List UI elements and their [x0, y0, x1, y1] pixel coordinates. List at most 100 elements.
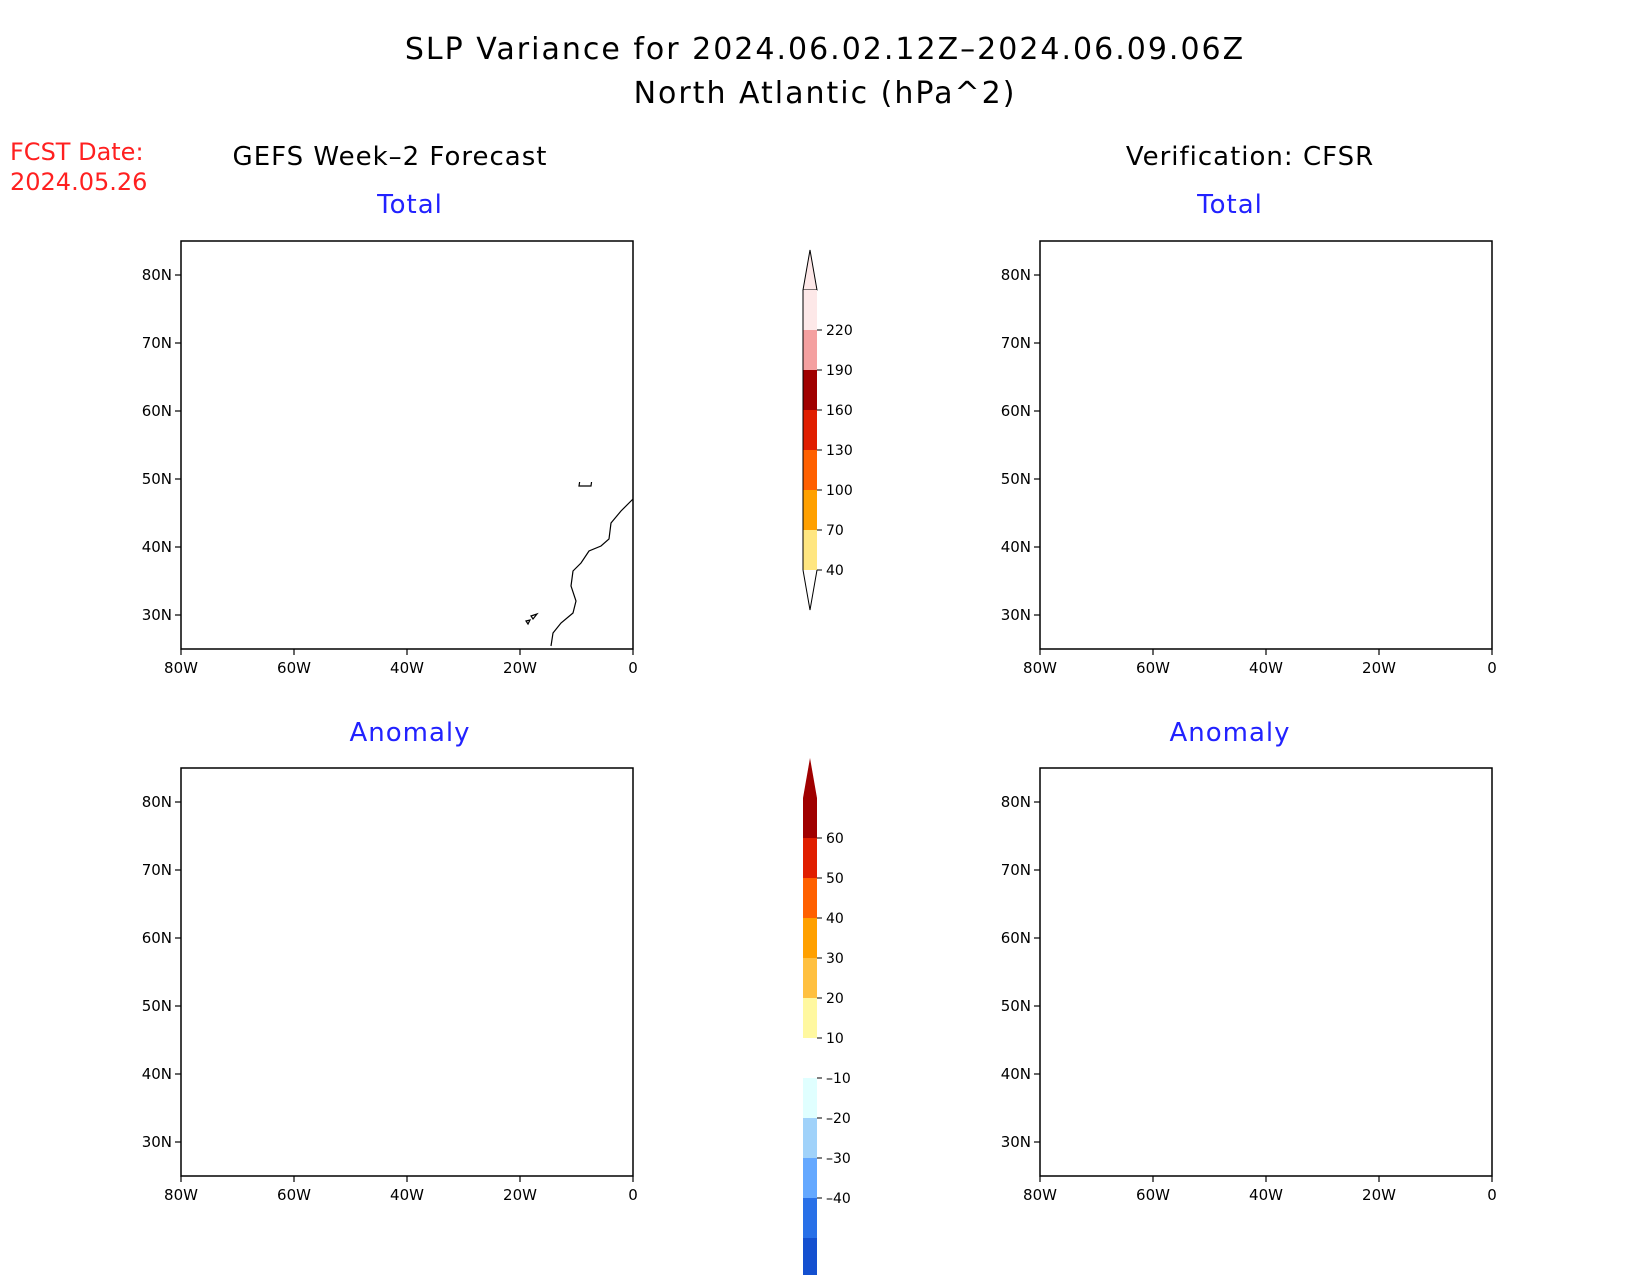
coastline-segment [1040, 840, 1080, 860]
main-subtitle: North Atlantic (hPa^2) [633, 76, 1017, 111]
bottom-left-subtitle: Anomaly [349, 718, 471, 748]
coastline-segment [181, 313, 221, 333]
colorbar-total-label: 40 [826, 563, 844, 579]
colorbar-anomaly-swatch [803, 1198, 817, 1238]
lon-tick-label: 40W [1249, 659, 1283, 677]
coastline-segment [1110, 876, 1132, 890]
colorbar-anomaly-swatch [803, 1158, 817, 1198]
coastline-segment [1040, 634, 1052, 636]
colorbar-anomaly-swatch [803, 1078, 817, 1118]
frame-verification-anomaly [1039, 767, 1493, 1177]
colorbar-anomaly-label: –30 [826, 1151, 851, 1167]
coastline-segment [251, 349, 273, 363]
lon-tick-label: 40W [1249, 1186, 1283, 1204]
frame-verification-total [1039, 240, 1493, 650]
shading-verification-anomaly [1040, 776, 1492, 1148]
lon-tick-label: 80W [1023, 1186, 1057, 1204]
lat-tick-label: 60N [142, 402, 172, 420]
bottom-right-subtitle: Anomaly [1169, 718, 1291, 748]
lon-tick-label: 80W [164, 1186, 198, 1204]
coastline-segment [576, 946, 621, 996]
coastline-segment [181, 840, 221, 860]
main-title: SLP Variance for 2024.06.02.12Z–2024.06.… [404, 32, 1246, 67]
lat-tick-label: 40N [142, 1065, 172, 1083]
right-column-title: Verification: CFSR [1125, 142, 1375, 172]
coastline-segment [526, 1147, 530, 1151]
lat-tick-label: 60N [1001, 402, 1031, 420]
coastline-segment [181, 774, 511, 940]
fcst-date-value: 2024.05.26 [10, 168, 148, 196]
coastline-segment [550, 498, 634, 647]
coastline-segment [463, 890, 511, 910]
coastlines-forecast-anomaly [181, 774, 633, 1173]
coastline-segment [206, 863, 241, 886]
coastline-segment [1385, 620, 1389, 624]
lat-tick-label: 50N [142, 997, 172, 1015]
coastline-segment [551, 1026, 633, 1173]
coastline-segment [181, 366, 319, 586]
lon-tick-label: 60W [277, 1186, 311, 1204]
colorbar-total-swatch [803, 530, 817, 570]
colorbar-total-bottom-arrow [802, 569, 818, 611]
lon-tick-label: 0 [628, 659, 638, 677]
coastlines-verification-anomaly [1040, 774, 1492, 1173]
lat-tick-label: 80N [1001, 266, 1031, 284]
left-column-title: GEFS Week–2 Forecast [232, 142, 548, 172]
lon-tick-label: 20W [1362, 1186, 1396, 1204]
frame-forecast-anomaly [180, 767, 634, 1177]
colorbar-anomaly-label: 40 [826, 911, 844, 927]
coastline-segment [1040, 774, 1370, 940]
coastline-segment [1322, 363, 1370, 383]
coastline-segment [1435, 946, 1480, 996]
colorbar-anomaly-top-arrow [803, 758, 817, 798]
colorbar-anomaly-swatch [803, 998, 817, 1038]
lat-tick-label: 80N [142, 793, 172, 811]
colorbar-total-label: 130 [826, 443, 853, 459]
colorbar-anomaly: 60 50 40 30 20 10 –10 –20 –30 –40 [803, 758, 851, 1275]
coastline-segment [1390, 614, 1396, 619]
colorbar-anomaly-label: 10 [826, 1031, 844, 1047]
lat-tick-label: 80N [142, 266, 172, 284]
coastline-segment [1110, 349, 1132, 363]
coastline-segment [1385, 1147, 1389, 1151]
top-right-subtitle: Total [1197, 190, 1263, 220]
colorbar-total-swatch [803, 490, 817, 530]
colorbar-total-label: 100 [826, 483, 853, 499]
lat-tick-label: 70N [1001, 861, 1031, 879]
shading-forecast-anomaly [181, 833, 581, 1058]
coastline-segment [1040, 247, 1370, 413]
coastline-segment [181, 247, 511, 413]
lon-tick-label: 0 [1487, 659, 1497, 677]
colorbar-total-label: 190 [826, 363, 853, 379]
lat-tick-label: 50N [142, 470, 172, 488]
lat-tick-label: 30N [1001, 1133, 1031, 1151]
coastline-segment [181, 634, 193, 636]
coastline-segment [531, 1141, 537, 1146]
coastline-segment [1040, 313, 1080, 333]
coastline-segment [206, 336, 241, 359]
lat-tick-label: 50N [1001, 470, 1031, 488]
frame-forecast-total [180, 240, 634, 650]
coastline-segment [181, 893, 319, 1113]
coastline-segment [1040, 446, 1058, 471]
lon-tick-label: 60W [1136, 1186, 1170, 1204]
coastline-segment [1065, 863, 1100, 886]
top-left-subtitle: Total [377, 190, 443, 220]
colorbar-anomaly-swatch [803, 878, 817, 918]
colorbar-anomaly-swatch [803, 918, 817, 958]
lat-tick-label: 80N [1001, 793, 1031, 811]
colorbar-anomaly-label: 30 [826, 951, 844, 967]
colorbar-total: 220 190 160 130 100 70 40 [802, 249, 853, 611]
coastline-segment [1040, 893, 1178, 1113]
colorbar-anomaly-swatch [803, 1118, 817, 1158]
lon-tick-label: 20W [503, 659, 537, 677]
coastline-segment [1065, 336, 1100, 359]
coastline-segment [181, 973, 199, 998]
panel-forecast-total [181, 247, 634, 647]
coastline-segment [1040, 366, 1178, 586]
colorbar-total-label: 220 [826, 323, 853, 339]
colorbar-anomaly-label: –40 [826, 1191, 851, 1207]
colorbar-total-swatch [803, 330, 817, 370]
lat-tick-label: 30N [1001, 606, 1031, 624]
lat-tick-label: 40N [1001, 1065, 1031, 1083]
